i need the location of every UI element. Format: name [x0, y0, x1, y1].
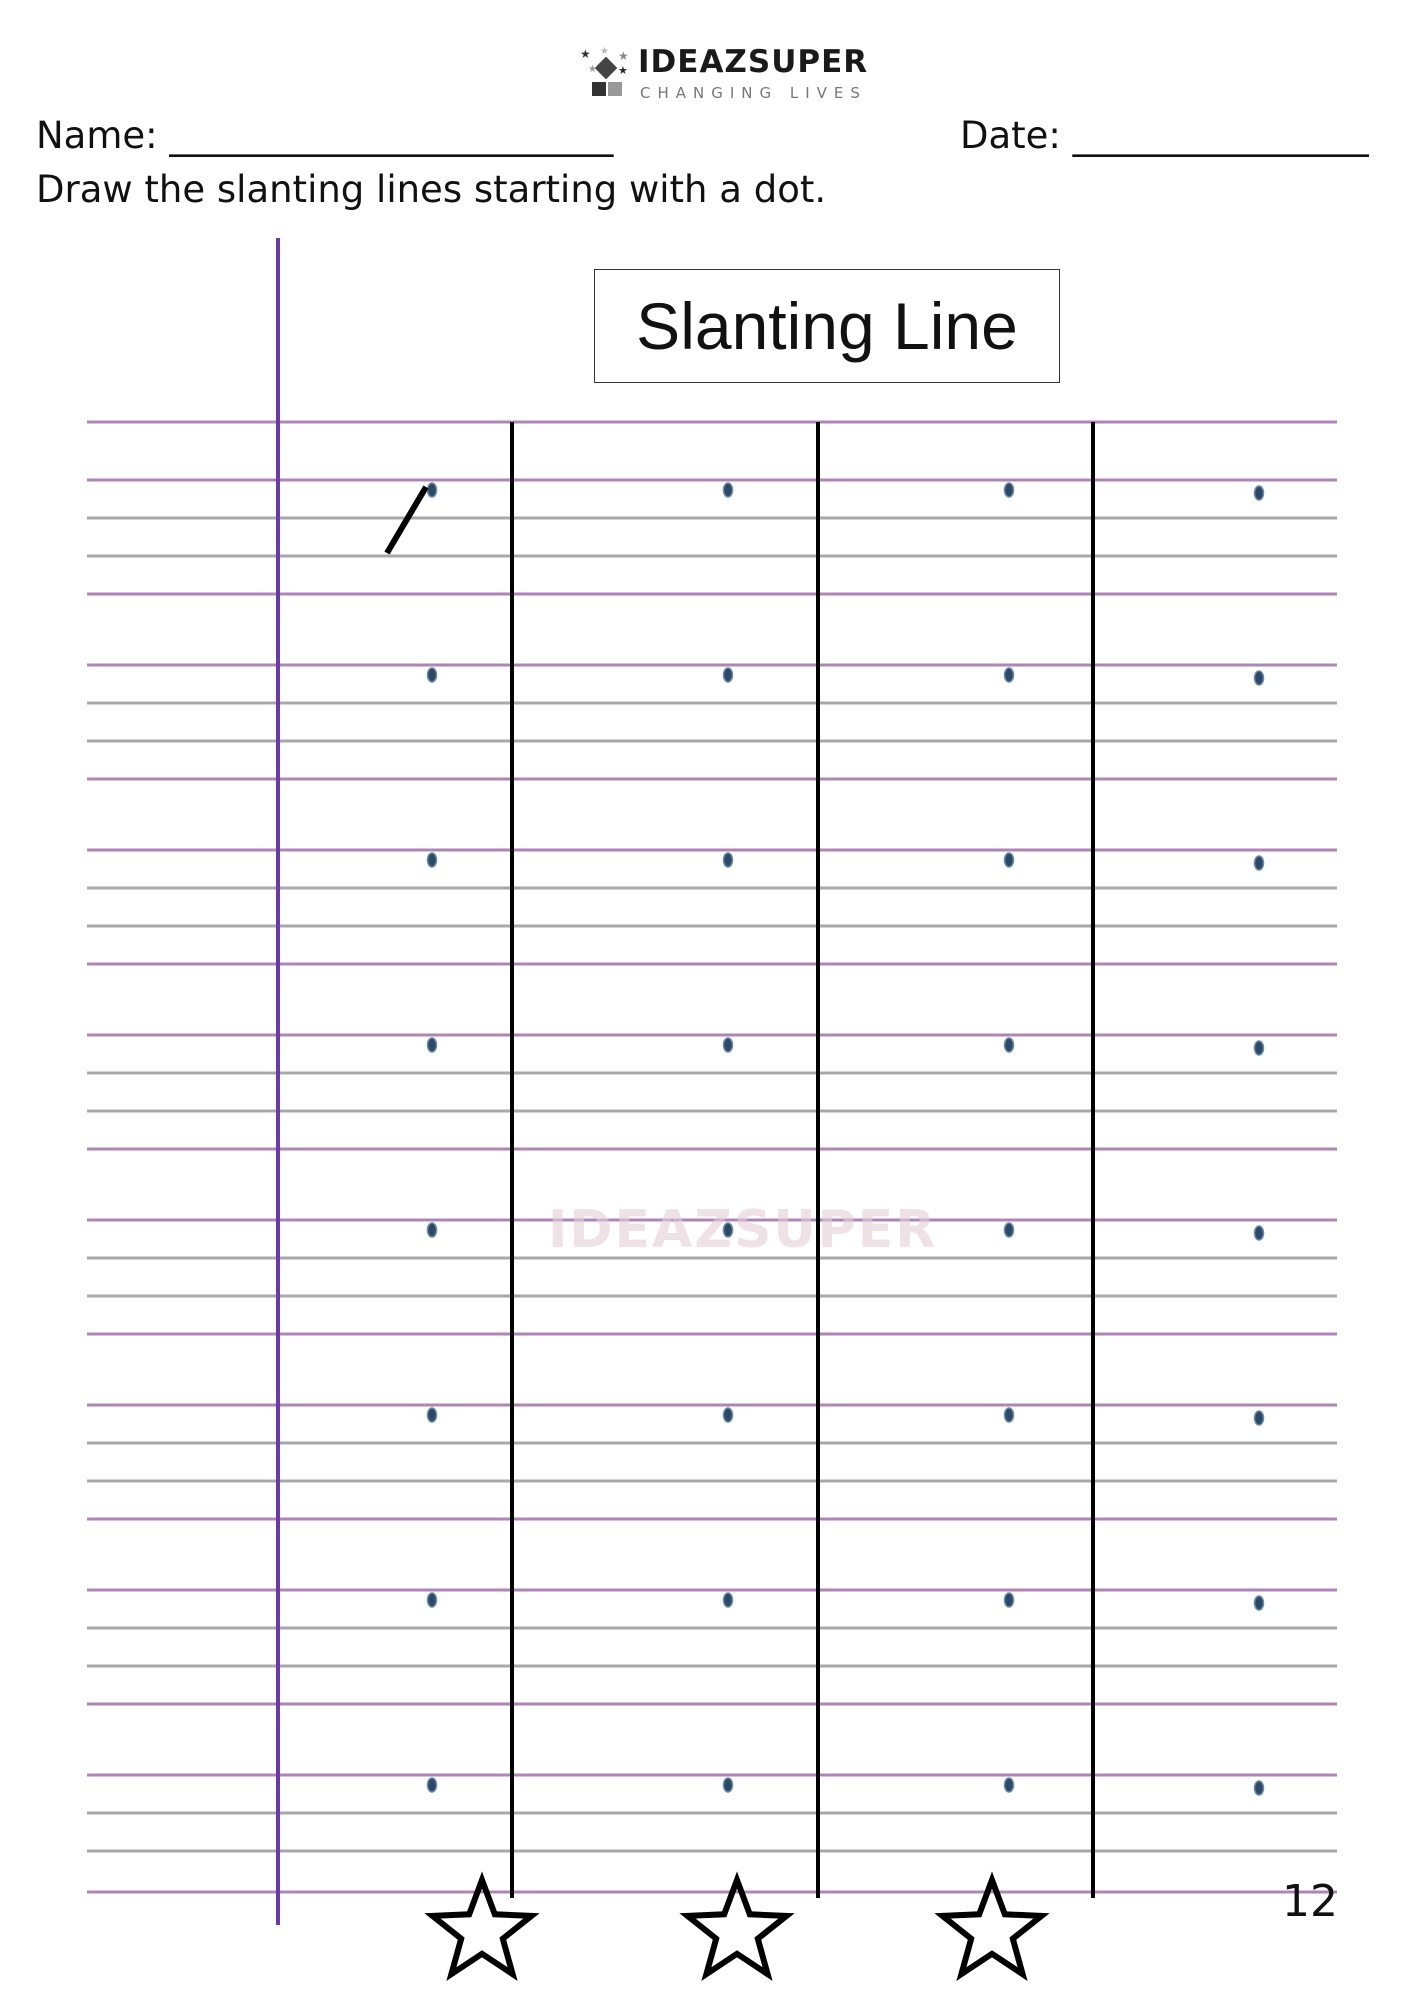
start-dot: [426, 667, 438, 683]
start-dot: [722, 1777, 734, 1793]
start-dot: [1003, 1407, 1015, 1423]
start-dot: [1253, 855, 1265, 871]
start-dot: [1253, 1225, 1265, 1241]
watermark: IDEAZSUPER: [548, 1200, 938, 1260]
title-box: Slanting Line: [594, 269, 1060, 383]
start-dot: [1253, 485, 1265, 501]
start-dot: [1003, 1037, 1015, 1053]
logo-tagline: CHANGING LIVES: [640, 84, 867, 102]
start-dot: [722, 1592, 734, 1608]
example-slanting-line: [384, 485, 429, 555]
svg-text:★: ★: [588, 64, 597, 75]
svg-text:★: ★: [580, 47, 591, 61]
star-icon: [934, 1871, 1050, 1982]
start-dot: [426, 1407, 438, 1423]
start-dot: [722, 482, 734, 498]
start-dot: [1253, 1595, 1265, 1611]
worksheet-title: Slanting Line: [636, 289, 1018, 363]
start-dot: [1253, 1780, 1265, 1796]
start-dot: [722, 1222, 734, 1238]
start-dot: [1003, 482, 1015, 498]
start-dot: [426, 1777, 438, 1793]
page-number: 12: [1282, 1876, 1338, 1927]
date-field[interactable]: Date: ________________: [960, 114, 1369, 157]
start-dot: [426, 482, 438, 498]
start-dot: [1253, 1040, 1265, 1056]
name-field[interactable]: Name: ________________________: [36, 114, 614, 157]
star-icon: [679, 1871, 795, 1982]
start-dot: [722, 667, 734, 683]
instruction-text: Draw the slanting lines starting with a …: [36, 168, 827, 211]
start-dot: [722, 852, 734, 868]
start-dot: [1253, 1410, 1265, 1426]
start-dot: [426, 1592, 438, 1608]
start-dot: [426, 1222, 438, 1238]
start-dot: [1003, 667, 1015, 683]
star-icon: [424, 1871, 540, 1982]
logo-icon: ★ ★ ★ ★ ★: [580, 46, 629, 96]
start-dot: [1003, 852, 1015, 868]
start-dot: [1253, 670, 1265, 686]
start-dot: [1003, 1777, 1015, 1793]
start-dot: [722, 1407, 734, 1423]
start-dot: [1003, 1592, 1015, 1608]
svg-text:★: ★: [618, 64, 628, 77]
start-dot: [722, 1037, 734, 1053]
logo: ★ ★ ★ ★ ★: [578, 44, 636, 104]
start-dot: [1003, 1222, 1015, 1238]
logo-name: IDEAZSUPER: [638, 44, 869, 80]
start-dot: [426, 852, 438, 868]
svg-text:★: ★: [600, 46, 609, 57]
svg-text:★: ★: [618, 49, 629, 63]
start-dot: [426, 1037, 438, 1053]
